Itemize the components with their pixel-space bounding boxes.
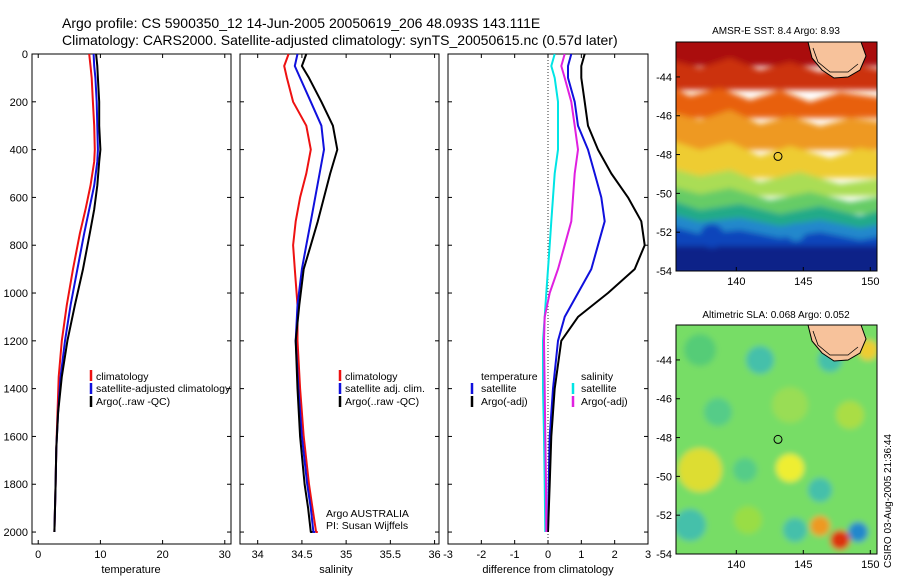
salinity-legend: climatology satellite adj. clim. Argo(..… <box>338 370 425 408</box>
y-tick-label: 2000 <box>4 527 28 539</box>
temperature-panel: 0 10 20 30 0 200 400 600 800 1000 1200 1400 1600 1800… <box>4 49 232 576</box>
annotation-argo-australia: Argo AUSTRALIA <box>326 508 409 520</box>
argo-location-marker <box>773 434 783 444</box>
map-y-tick-label: -44 <box>656 72 672 84</box>
sla-map-title: Altimetric SLA: 0.068 Argo: 0.052 <box>702 310 850 321</box>
map-y-tick-label: -54 <box>656 266 672 278</box>
difference-ticks: -3 -2 -1 0 1 2 3 <box>443 53 651 561</box>
x-tick-label: 0 <box>35 549 41 561</box>
sla-field <box>676 325 877 554</box>
x-tick-label: 30 <box>219 549 231 561</box>
y-tick-label: 600 <box>10 192 28 204</box>
legend-climatology: climatology <box>345 371 398 383</box>
map-x-tick-label: 140 <box>727 559 745 571</box>
y-tick-label: 0 <box>22 49 28 61</box>
x-tick-label: 2 <box>612 549 618 561</box>
legend-satellite-adj: satellite adj. clim. <box>345 383 425 395</box>
map-y-tick-label: -52 <box>656 227 672 239</box>
x-tick-label: 1 <box>578 549 584 561</box>
legend-temp-argo: Argo(-adj) <box>481 396 528 408</box>
map-x-tick-label: 150 <box>861 276 879 288</box>
csiro-stamp: CSIRO 03-Aug-2005 21:36:44 <box>883 434 894 568</box>
salinity-xlabel: salinity <box>319 564 353 576</box>
temperature-ticks: 0 10 20 30 0 200 400 600 800 1000 1200 1400 1600 1800… <box>4 49 231 561</box>
temperature-legend: climatology satellite-adjusted climatolo… <box>89 370 231 408</box>
x-tick-label: 0 <box>545 549 551 561</box>
x-tick-label: -1 <box>510 549 520 561</box>
legend-sal-argo: Argo(-adj) <box>581 396 628 408</box>
map-y-tick-label: -46 <box>656 394 672 406</box>
legend-temperature-heading: temperature <box>481 371 538 383</box>
x-tick-label: 20 <box>156 549 168 561</box>
series-line-1 <box>547 53 646 533</box>
map-y-tick-label: -54 <box>656 549 672 561</box>
y-tick-label: 400 <box>10 145 28 157</box>
salinity-ticks: 34 34.5 35 35.5 36 <box>240 53 441 561</box>
series-line-1 <box>53 53 99 533</box>
series-line-0 <box>547 53 606 533</box>
argo-location-marker <box>773 151 783 161</box>
difference-legend: temperature satellite Argo(-adj) salinit… <box>470 371 628 408</box>
map-x-tick-label: 145 <box>794 559 812 571</box>
legend-satellite-adjusted: satellite-adjusted climatology <box>96 383 231 395</box>
legend-temp-satellite: satellite <box>481 383 517 395</box>
difference-xlabel: difference from climatology <box>482 564 614 576</box>
x-tick-label: -3 <box>443 549 453 561</box>
temperature-lines <box>53 53 102 533</box>
sla-map-ticks: 140 145 150 -44 -46 -48 -50 -52 -54 <box>656 355 879 571</box>
y-tick-label: 1200 <box>4 336 28 348</box>
annotation-pi: PI: Susan Wijffels <box>326 520 408 532</box>
legend-argo-raw: Argo(..raw -QC) <box>345 396 419 408</box>
y-tick-label: 800 <box>10 240 28 252</box>
y-tick-label: 1400 <box>4 384 28 396</box>
series-line-2 <box>542 53 559 533</box>
x-tick-label: 3 <box>645 549 651 561</box>
map-y-tick-label: -44 <box>656 355 672 367</box>
series-line-1 <box>293 53 325 533</box>
legend-salinity-heading: salinity <box>581 371 614 383</box>
legend-sal-satellite: satellite <box>581 383 617 395</box>
series-line-2 <box>53 53 102 533</box>
series-line-0 <box>283 53 318 533</box>
difference-lines <box>542 53 646 533</box>
salinity-panel: 34 34.5 35 35.5 36 salinity climatology sate… <box>239 53 441 576</box>
map-x-tick-label: 140 <box>727 276 745 288</box>
x-tick-label: 10 <box>94 549 106 561</box>
title-line2: Climatology: CARS2000. Satellite-adjuste… <box>62 32 618 48</box>
title-line1: Argo profile: CS 5900350_12 14-Jun-2005 … <box>62 15 540 31</box>
x-tick-label: 35 <box>340 549 352 561</box>
x-tick-label: -2 <box>476 549 486 561</box>
salinity-lines <box>283 53 339 533</box>
legend-climatology: climatology <box>96 371 149 383</box>
sst-map-title: AMSR-E SST: 8.4 Argo: 8.93 <box>712 26 840 37</box>
temperature-xlabel: temperature <box>101 564 160 576</box>
map-x-tick-label: 150 <box>861 559 879 571</box>
legend-argo-raw: Argo(..raw -QC) <box>96 396 170 408</box>
map-x-tick-label: 145 <box>794 276 812 288</box>
sst-map-ticks: 140 145 150 -44 -46 -48 -50 -52 -54 <box>656 72 879 288</box>
series-line-2 <box>294 53 339 533</box>
series-line-3 <box>543 53 579 533</box>
series-line-0 <box>53 53 96 533</box>
sst-map: AMSR-E SST: 8.4 Argo: 8.93 14 <box>656 26 879 288</box>
y-tick-label: 1800 <box>4 479 28 491</box>
difference-panel: -3 -2 -1 0 1 2 3 difference from climatology t… <box>443 53 651 576</box>
map-y-tick-label: -48 <box>656 150 672 162</box>
y-tick-label: 1600 <box>4 431 28 443</box>
x-tick-label: 36 <box>428 549 440 561</box>
y-tick-label: 200 <box>10 97 28 109</box>
y-tick-label: 1000 <box>4 288 28 300</box>
map-y-tick-label: -50 <box>656 471 672 483</box>
map-y-tick-label: -46 <box>656 111 672 123</box>
x-tick-label: 34.5 <box>291 549 312 561</box>
map-y-tick-label: -48 <box>656 433 672 445</box>
map-y-tick-label: -52 <box>656 510 672 522</box>
x-tick-label: 34 <box>252 549 264 561</box>
map-y-tick-label: -50 <box>656 188 672 200</box>
sla-map: Altimetric SLA: 0.068 Argo: 0.052 <box>656 310 879 571</box>
x-tick-label: 35.5 <box>380 549 401 561</box>
